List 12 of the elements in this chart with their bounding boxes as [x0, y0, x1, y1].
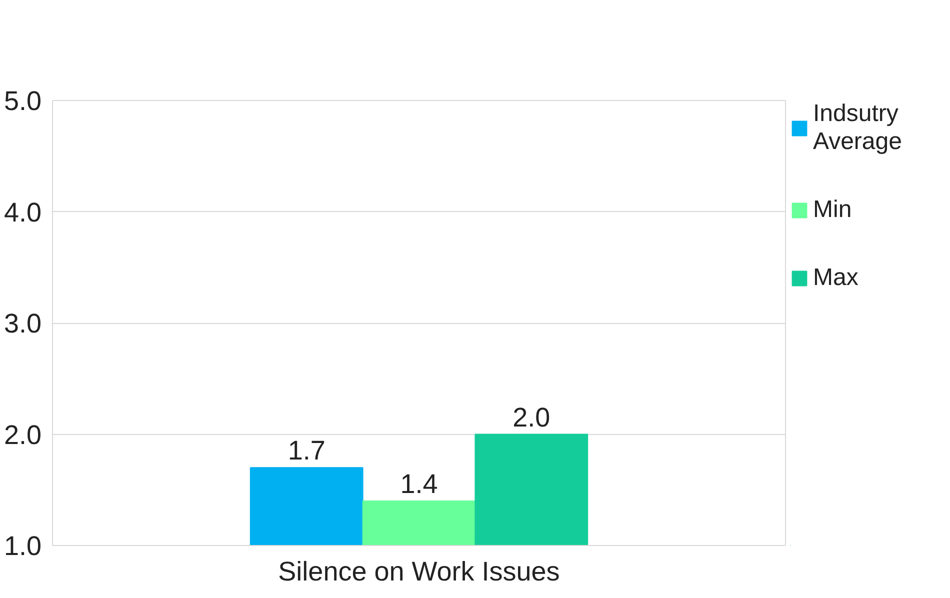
y-tick-label: 1.0 — [4, 531, 42, 561]
data-label: 2.0 — [512, 402, 550, 432]
data-label: 1.7 — [288, 436, 326, 466]
y-tick-label: 4.0 — [4, 197, 42, 228]
y-tick-label: 5.0 — [4, 86, 42, 116]
x-tick-label: Silence on Work Issues — [278, 556, 560, 586]
legend-label: Max — [813, 264, 858, 292]
y-tick-label: 3.0 — [4, 308, 42, 338]
legend-label: Indsutry Average — [813, 100, 902, 156]
data-label: 1.4 — [400, 469, 438, 499]
y-tick-label: 2.0 — [4, 420, 42, 450]
legend-label: Min — [813, 196, 852, 224]
